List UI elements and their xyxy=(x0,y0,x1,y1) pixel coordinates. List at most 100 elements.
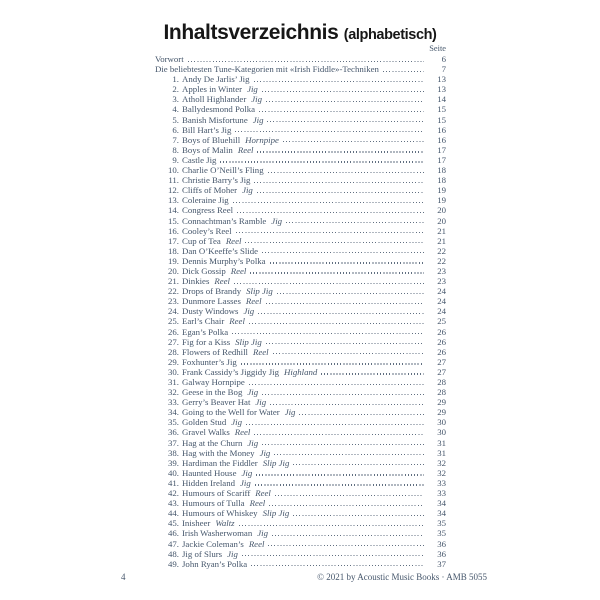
entry-title: Castle Jig xyxy=(182,154,217,165)
entry-title: Jackie Coleman’s xyxy=(182,538,244,549)
entry-title: Andy De Jarlis’ Jig xyxy=(182,74,250,85)
entry-title: John Ryan’s Polka xyxy=(182,558,248,569)
entry-page-number: 23 xyxy=(437,265,446,276)
toc-entry-row: 11. Christie Barry’s Jig 18 xyxy=(155,175,446,185)
entry-title: Dennis Murphy’s Polka xyxy=(182,255,266,266)
entry-number: 5. xyxy=(172,114,179,125)
toc-entry-row: 2. Apples in Winter Jig 13 xyxy=(155,84,446,94)
entry-title: Apples in Winter xyxy=(182,84,243,95)
entry-number: 1. xyxy=(172,74,179,85)
entry-title: Egan’s Polka xyxy=(182,326,229,337)
toc-entry-row: 35. Golden Stud Jig 30 xyxy=(155,417,446,427)
entry-title: Galway Hornpipe xyxy=(182,377,245,387)
leader-dots xyxy=(256,474,424,476)
leader-dots xyxy=(259,110,424,113)
entry-title: Hag with the Money xyxy=(182,447,255,458)
leader-dots xyxy=(235,232,424,234)
entry-number: 6. xyxy=(172,124,179,135)
entry-number: 20. xyxy=(168,265,179,276)
entry-number: 33. xyxy=(168,397,179,408)
leader-dots xyxy=(250,272,424,274)
entry-number: 4. xyxy=(172,104,179,115)
toc-entry-row: 4. Ballydesmond Polka 15 xyxy=(155,104,446,114)
leader-dots xyxy=(269,504,424,506)
entry-type-label: Jig xyxy=(255,397,267,408)
entry-number: 29. xyxy=(168,356,179,367)
entry-page-number: 22 xyxy=(437,245,446,256)
entry-title: Hidden Ireland xyxy=(182,477,236,488)
entry-page-number: 27 xyxy=(437,356,446,367)
leader-dots xyxy=(258,312,424,315)
toc-entry-row: 42. Humours of Scariff Reel 33 xyxy=(155,488,446,498)
entry-page-number: 7 xyxy=(441,64,446,75)
entry-type-label: Jig xyxy=(271,215,283,226)
leader-dots xyxy=(254,181,424,183)
entry-number: 48. xyxy=(168,548,179,559)
entry-title: Dinkies xyxy=(182,276,210,287)
entry-number: 43. xyxy=(168,498,179,509)
toc-entry-row: 48. Jig of Slurs Jig 36 xyxy=(155,549,446,559)
entry-page-number: 28 xyxy=(437,387,446,398)
leader-dots xyxy=(240,363,424,365)
entry-number: 17. xyxy=(168,235,179,246)
entry-page-number: 30 xyxy=(437,427,446,438)
entry-page-number: 6 xyxy=(441,54,446,64)
entry-title: Vorwort xyxy=(155,54,184,64)
entry-number: 3. xyxy=(172,94,179,105)
leader-dots xyxy=(254,484,424,486)
entry-page-number: 36 xyxy=(437,548,446,559)
entry-page-number: 26 xyxy=(437,336,446,347)
entry-page-number: 32 xyxy=(437,457,446,468)
entry-number: 40. xyxy=(168,467,179,478)
entry-title: Cliffs of Moher xyxy=(182,185,238,196)
toc-entry-row: 36. Gravel Walks Reel 30 xyxy=(155,427,446,437)
entry-number: 42. xyxy=(168,488,179,499)
leader-dots xyxy=(268,545,424,547)
toc-entry-row: 34. Going to the Well for Water Jig 29 xyxy=(155,407,446,417)
leader-dots xyxy=(262,444,424,446)
entry-title: Banish Misfortune xyxy=(182,114,248,125)
leader-dots xyxy=(286,222,424,224)
entry-title: Hag at the Churn xyxy=(182,437,243,448)
toc-entry-row: Die beliebtesten Tune-Kategorien mit «Ir… xyxy=(155,64,446,74)
toc-entry-row: 49. John Ryan’s Polka 37 xyxy=(155,559,446,569)
entry-type-label: Hornpipe xyxy=(245,134,279,145)
entry-type-label: Jig xyxy=(243,306,255,317)
toc-entry-row: 21. Dinkies Reel 23 xyxy=(155,276,446,286)
entry-number: 34. xyxy=(168,407,179,418)
entry-number: 37. xyxy=(168,437,179,448)
entry-page-number: 33 xyxy=(437,477,446,488)
leader-dots xyxy=(245,242,424,244)
entry-type-label: Reel xyxy=(225,235,242,246)
entry-type-label: Reel xyxy=(229,316,245,327)
leader-dots xyxy=(270,403,424,405)
entry-number: 41. xyxy=(168,477,179,488)
entry-title: Golden Stud xyxy=(182,417,227,428)
entry-title: Flowers of Redhill xyxy=(182,346,248,357)
leader-dots xyxy=(238,524,424,527)
toc-entry-row: 47. Jackie Coleman’s Reel 36 xyxy=(155,539,446,549)
entry-type-label: Reel xyxy=(252,346,269,357)
entry-title: Earl’s Chair xyxy=(182,316,225,327)
entry-type-label: Reel xyxy=(230,265,247,276)
entry-page-number: 34 xyxy=(437,508,446,519)
toc-entry-row: 33. Gerry’s Beaver Hat Jig 29 xyxy=(155,397,446,407)
entry-number: 22. xyxy=(168,286,179,297)
page-footer: 4 © 2021 by Acoustic Music Books · AMB 5… xyxy=(121,572,487,583)
entry-title: Cooley’s Reel xyxy=(182,225,232,236)
leader-dots xyxy=(241,555,424,557)
toc-entry-row: 7. Boys of Bluehill Hornpipe 16 xyxy=(155,135,446,145)
leader-dots xyxy=(293,514,424,516)
toc-entry-row: 10. Charlie O’Neill’s Fling 18 xyxy=(155,165,446,175)
toc-entry-row: 17. Cup of Tea Reel 21 xyxy=(155,236,446,246)
toc-entry-row: 30. Frank Cassidy’s Jiggidy Jig Highland… xyxy=(155,367,446,377)
toc-entry-row: 43. Humours of Tulla Reel 34 xyxy=(155,498,446,508)
leader-dots xyxy=(234,282,424,284)
leader-dots xyxy=(232,333,424,335)
toc-entry-row: 24. Dusty Windows Jig 24 xyxy=(155,306,446,316)
entry-title: Christie Barry’s Jig xyxy=(182,175,251,186)
leader-dots xyxy=(248,322,424,325)
leader-dots xyxy=(293,464,424,466)
toc-entry-row: 29. Foxhunter’s Jig 27 xyxy=(155,357,446,367)
